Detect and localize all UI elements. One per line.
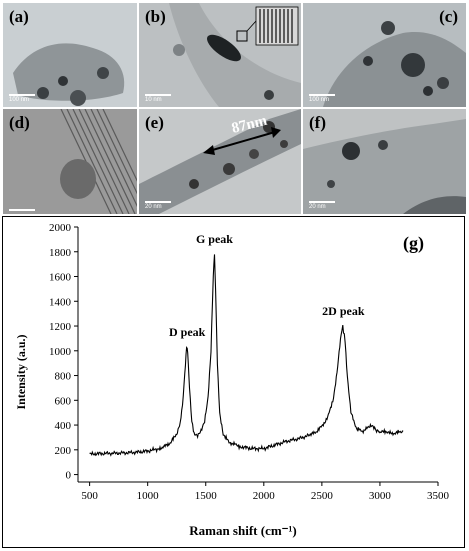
y-tick-label: 1200 bbox=[49, 321, 72, 333]
nanoparticle bbox=[97, 67, 109, 79]
x-tick-label: 2500 bbox=[311, 490, 334, 502]
panel-label-g: (g) bbox=[403, 233, 424, 254]
raman-spectrum-line bbox=[89, 254, 404, 457]
micrograph-d bbox=[3, 109, 137, 214]
nanoparticle bbox=[437, 77, 449, 89]
panel-label-c: (c) bbox=[439, 7, 458, 26]
y-axis-label: Intensity (a.u.) bbox=[14, 334, 28, 409]
x-axis-ticks: 500 1000 1500 2000 2500 3000 3500 bbox=[81, 482, 450, 502]
tem-panel-f: (f) 20 nm bbox=[303, 109, 466, 214]
scale-bar-b: 10 nm bbox=[145, 94, 171, 103]
measure-arrow bbox=[208, 131, 276, 152]
measure-arrowhead bbox=[271, 127, 281, 138]
nanoparticle bbox=[381, 21, 395, 35]
y-tick-label: 1400 bbox=[49, 296, 72, 308]
x-tick-label: 3500 bbox=[427, 490, 450, 502]
scale-bar-d-line bbox=[9, 209, 35, 211]
y-tick-label: 1800 bbox=[49, 247, 72, 259]
tem-panel-c: (c) 100 nm bbox=[303, 3, 466, 107]
y-tick-label: 200 bbox=[55, 445, 72, 457]
scale-bar-c: 100 nm bbox=[309, 94, 335, 103]
y-tick-label: 0 bbox=[66, 470, 72, 482]
peak-label: 2D peak bbox=[322, 304, 365, 318]
micrograph-f bbox=[303, 109, 466, 214]
y-axis-ticks: 0 200 400 600 800 1000 1200 1400 1600 1800 2000 bbox=[49, 222, 78, 482]
measure-arrowhead bbox=[203, 145, 215, 155]
nanoparticle bbox=[249, 149, 259, 159]
nanoparticle bbox=[423, 86, 433, 96]
y-tick-label: 400 bbox=[55, 420, 72, 432]
peak-label: G peak bbox=[196, 232, 233, 246]
graphene-sheet bbox=[303, 119, 466, 214]
panel-label-d: (d) bbox=[9, 113, 30, 132]
x-tick-label: 2000 bbox=[253, 490, 276, 502]
zoom-box bbox=[236, 30, 248, 42]
scale-bar-f: 20 nm bbox=[309, 201, 335, 210]
y-tick-label: 800 bbox=[55, 371, 72, 383]
particle-cluster bbox=[13, 43, 125, 101]
nanoparticle bbox=[60, 159, 96, 199]
y-tick-label: 600 bbox=[55, 395, 72, 407]
micrograph-c bbox=[303, 3, 466, 107]
x-axis-label: Raman shift (cm⁻¹) bbox=[189, 523, 297, 538]
panel-label-f: (f) bbox=[309, 113, 326, 132]
nanoparticle bbox=[327, 180, 335, 188]
scale-bar-a: 100 nm bbox=[9, 94, 35, 103]
scale-bar-e: 20 nm bbox=[145, 201, 171, 210]
x-tick-label: 1000 bbox=[137, 490, 160, 502]
x-tick-label: 500 bbox=[81, 490, 98, 502]
fiber-edge bbox=[403, 196, 466, 214]
x-tick-label: 3000 bbox=[369, 490, 392, 502]
nanoparticle bbox=[342, 142, 360, 160]
y-tick-label: 2000 bbox=[49, 222, 72, 234]
nanoparticle bbox=[378, 140, 388, 150]
peak-label: D peak bbox=[169, 325, 206, 339]
lattice-inset bbox=[255, 6, 299, 46]
x-tick-label: 1500 bbox=[195, 490, 218, 502]
panel-label-e: (e) bbox=[145, 113, 164, 132]
micrograph-b bbox=[139, 3, 301, 107]
nanoparticle bbox=[363, 56, 373, 66]
nanoparticle bbox=[223, 163, 235, 175]
micrograph-e: 87nm bbox=[139, 109, 301, 214]
micrograph-a bbox=[3, 3, 137, 107]
nanoparticle bbox=[58, 76, 68, 86]
raman-chart-frame: 0 200 400 600 800 1000 1200 1400 1600 1800 2000 50… bbox=[2, 216, 465, 548]
panel-label-a: (a) bbox=[9, 7, 29, 26]
panel-label-b: (b) bbox=[145, 7, 166, 26]
raman-chart: 0 200 400 600 800 1000 1200 1400 1600 1800 2000 50… bbox=[14, 222, 450, 538]
tem-panel-e: 87nm (e) 20 nm bbox=[139, 109, 301, 214]
tem-panel-b: (b) 10 nm bbox=[139, 3, 301, 107]
nanoparticle bbox=[70, 90, 86, 106]
peak-annotations: D peak G peak 2D peak bbox=[169, 232, 365, 339]
y-tick-label: 1600 bbox=[49, 272, 72, 284]
tem-panel-a: (a) 100 nm bbox=[3, 3, 137, 107]
zoom-arrow bbox=[246, 20, 257, 32]
y-tick-label: 1000 bbox=[49, 346, 72, 358]
nanoparticle bbox=[264, 90, 274, 100]
tem-panel-d: (d) bbox=[3, 109, 137, 214]
nanoparticle bbox=[173, 44, 185, 56]
nanoparticle bbox=[189, 179, 199, 189]
nanoparticle bbox=[37, 87, 49, 99]
lattice-fringes bbox=[259, 9, 293, 43]
nanoparticle bbox=[401, 53, 425, 77]
nanoparticle bbox=[280, 140, 288, 148]
nanorod bbox=[206, 34, 242, 62]
